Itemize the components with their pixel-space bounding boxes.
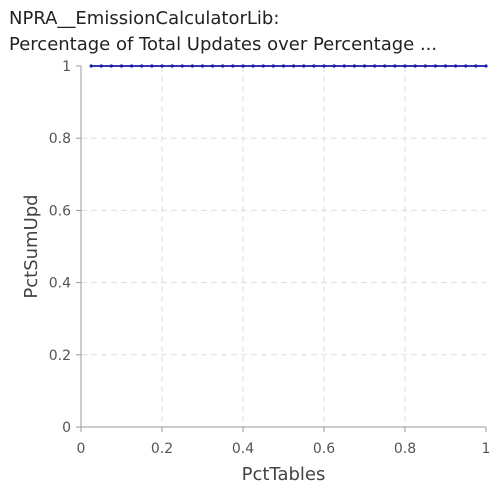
data-point: [99, 64, 103, 68]
data-point: [342, 64, 346, 68]
data-point: [464, 64, 468, 68]
data-point: [443, 64, 448, 68]
y-axis-label: PctSumUpd: [21, 194, 42, 298]
labels-layer: 0 0.2 0.4 0.6 0.8 1 0 0.2 0.4 0.6 0.8 1: [49, 59, 491, 457]
data-point: [383, 64, 387, 68]
x-tick-label: 0.4: [232, 441, 254, 457]
data-point: [271, 64, 275, 68]
data-point: [180, 64, 184, 68]
grid-layer: [81, 66, 486, 427]
x-tick-label: 0.8: [394, 441, 416, 457]
data-point: [454, 64, 458, 68]
data-point: [190, 64, 194, 68]
data-point: [261, 64, 265, 68]
data-point: [474, 64, 478, 68]
y-tick-label: 0.2: [49, 348, 71, 364]
y-tick-label: 0.4: [49, 276, 71, 292]
data-point: [413, 64, 417, 68]
data-point: [292, 64, 296, 68]
axes-layer: [76, 65, 487, 432]
x-axis-label: PctTables: [242, 464, 326, 485]
data-point: [281, 64, 286, 68]
data-point: [109, 64, 113, 68]
data-point: [322, 64, 326, 68]
data-point: [170, 64, 174, 68]
y-tick-label: 1: [62, 59, 71, 75]
data-point: [433, 64, 437, 68]
data-point: [373, 64, 377, 68]
x-tick-label: 0: [77, 441, 86, 457]
data-point: [150, 64, 154, 68]
data-point: [423, 64, 427, 68]
data-point: [119, 64, 124, 68]
y-tick-label: 0: [62, 420, 71, 436]
data-point: [332, 64, 336, 68]
y-tick-label: 0.8: [49, 131, 71, 147]
x-tick-label: 0.6: [313, 441, 335, 457]
data-point: [362, 64, 367, 68]
chart-title-line-2: Percentage of Total Updates over Percent…: [9, 34, 438, 55]
data-point: [231, 64, 235, 68]
data-point: [241, 64, 245, 68]
data-point: [89, 64, 93, 68]
data-point: [140, 64, 144, 68]
x-tick-label: 0.2: [151, 441, 173, 457]
data-point: [403, 64, 407, 68]
x-tick-label: 1: [482, 441, 491, 457]
chart-title-line-1: NPRA__EmissionCalculatorLib:: [9, 8, 280, 29]
data-point: [302, 64, 306, 68]
data-point: [160, 64, 164, 68]
y-tick-label: 0.6: [49, 203, 71, 219]
data-point: [211, 64, 215, 68]
data-point: [200, 64, 205, 68]
data-point: [221, 64, 225, 68]
data-point: [393, 64, 397, 68]
data-point: [130, 64, 134, 68]
series-layer: [89, 64, 488, 68]
data-point: [251, 64, 255, 68]
data-point: [484, 64, 488, 68]
data-point: [352, 64, 356, 68]
data-point: [312, 64, 316, 68]
